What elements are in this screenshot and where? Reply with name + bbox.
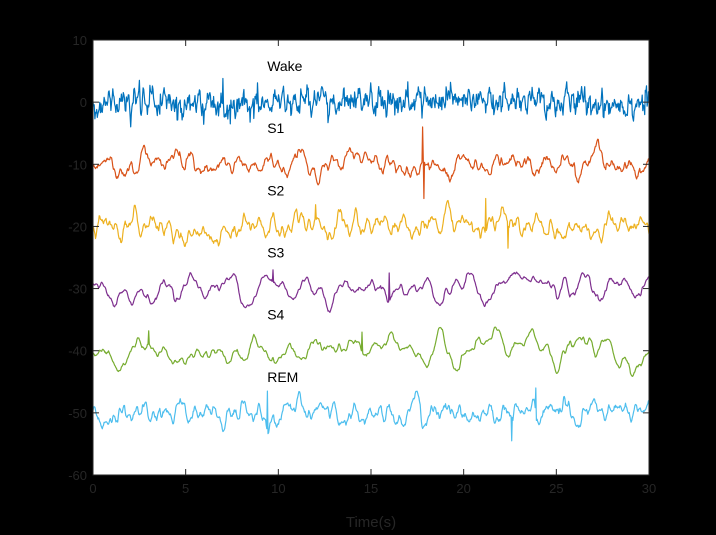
x-tick-label: 0 (89, 481, 96, 496)
y-tick-label: -10 (68, 157, 87, 172)
x-tick-label: 15 (364, 481, 378, 496)
y-tick-label: 10 (73, 33, 87, 48)
x-tick-label: 20 (456, 481, 470, 496)
series-line-s2 (92, 197, 650, 249)
series-label-s3: S3 (267, 245, 284, 261)
series-line-wake (92, 77, 650, 128)
series-label-rem: REM (267, 369, 298, 385)
x-tick-label: 25 (549, 481, 563, 496)
series-line-rem (92, 387, 650, 442)
x-tick-label: 10 (271, 481, 285, 496)
y-tick-label: -40 (68, 344, 87, 359)
trace-labels: Wake S1 S2 S3 S4 REM (267, 58, 302, 385)
traces (92, 77, 650, 442)
y-tick-label: 0 (80, 95, 87, 110)
y-tick-label: -20 (68, 219, 87, 234)
series-label-s1: S1 (267, 120, 284, 136)
series-line-s1 (92, 126, 650, 200)
series-label-s2: S2 (267, 182, 284, 198)
series-label-wake: Wake (267, 58, 302, 74)
x-axis-title: Time(s) (346, 514, 396, 531)
plot-frame (92, 39, 650, 476)
series-line-s4 (92, 326, 650, 377)
x-tick-label: 30 (642, 481, 656, 496)
x-tick-label: 5 (182, 481, 189, 496)
y-tick-label: -60 (68, 468, 87, 483)
y-tick-label: -50 (68, 406, 87, 421)
y-tick-label: -30 (68, 282, 87, 297)
series-label-s4: S4 (267, 307, 284, 323)
series-line-s3 (92, 269, 650, 313)
